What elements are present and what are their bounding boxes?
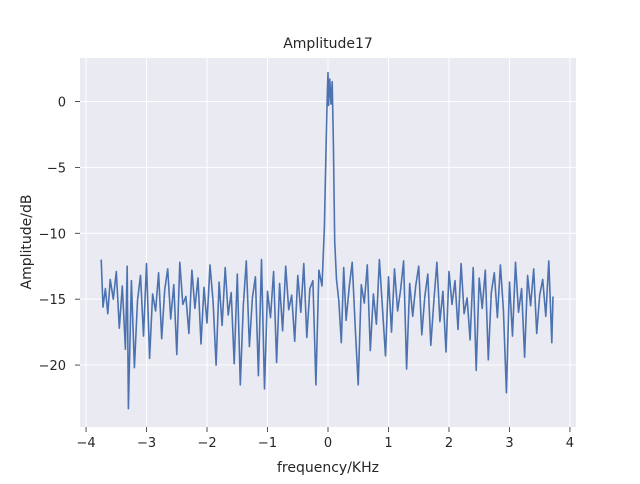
series-group	[100, 71, 554, 410]
y-tick-label: −20	[39, 359, 66, 374]
x-tick-label: −1	[258, 436, 277, 451]
y-axis-label: Amplitude/dB	[19, 195, 35, 290]
x-tick-label: −4	[76, 436, 95, 451]
x-tick-label: 4	[566, 436, 574, 451]
x-tick-label: 0	[324, 436, 332, 451]
chart-title: Amplitude17	[283, 36, 373, 52]
y-tick-label: −5	[47, 161, 66, 176]
y-tick-label: 0	[58, 95, 66, 110]
y-ticks: 0 −5 −10 −15 −20	[39, 95, 80, 374]
x-tick-label: 1	[384, 436, 392, 451]
y-tick-label: −10	[39, 227, 66, 242]
x-tick-label: 2	[445, 436, 453, 451]
y-tick-label: −15	[39, 293, 66, 308]
x-tick-label: 3	[505, 436, 513, 451]
series-line	[100, 71, 554, 410]
x-tick-label: −2	[197, 436, 216, 451]
x-ticks: −4 −3 −2 −1 0 1 2 3 4	[76, 427, 574, 451]
x-tick-label: −3	[137, 436, 156, 451]
x-axis-label: frequency/KHz	[277, 460, 379, 476]
